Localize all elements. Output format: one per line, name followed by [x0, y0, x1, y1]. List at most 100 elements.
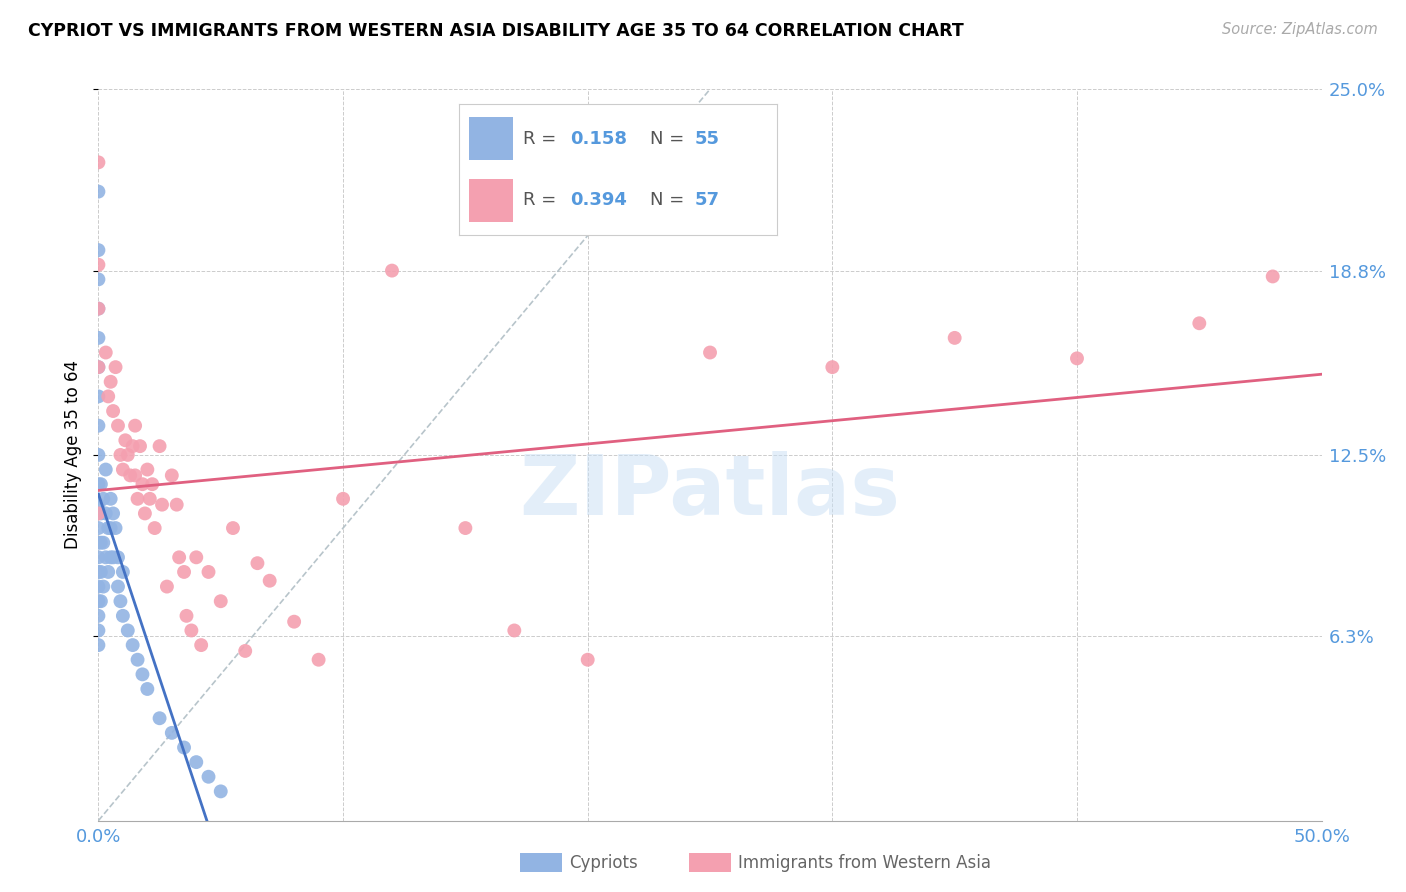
Point — [87, 550, 110, 565]
Point — [167, 550, 190, 565]
Point — [173, 565, 195, 579]
Point — [173, 740, 195, 755]
Point — [87, 301, 110, 316]
Point — [104, 360, 127, 375]
Point — [246, 556, 269, 570]
Point — [100, 491, 122, 506]
Point — [87, 565, 110, 579]
Point — [104, 521, 127, 535]
Point — [131, 667, 153, 681]
Point — [100, 375, 122, 389]
Point — [821, 360, 844, 375]
Point — [121, 638, 143, 652]
Point — [87, 624, 110, 638]
Point — [117, 624, 139, 638]
Point — [209, 784, 232, 798]
Point — [143, 521, 166, 535]
Point — [283, 615, 305, 629]
Point — [90, 594, 112, 608]
Point — [90, 535, 112, 549]
Point — [136, 681, 159, 696]
Point — [156, 580, 179, 594]
Point — [136, 462, 159, 476]
Point — [111, 608, 134, 623]
Point — [87, 272, 110, 286]
Point — [87, 477, 110, 491]
Point — [91, 491, 114, 506]
Point — [87, 243, 110, 257]
Point — [209, 594, 232, 608]
Y-axis label: Disability Age 35 to 64: Disability Age 35 to 64 — [65, 360, 83, 549]
Point — [149, 711, 172, 725]
Point — [87, 389, 110, 403]
Point — [100, 521, 122, 535]
Point — [94, 550, 117, 565]
Point — [107, 580, 129, 594]
Point — [91, 535, 114, 549]
Point — [87, 360, 110, 375]
Point — [134, 507, 156, 521]
Point — [97, 389, 120, 403]
Point — [222, 521, 245, 535]
Point — [120, 468, 142, 483]
Point — [117, 448, 139, 462]
Point — [1188, 316, 1211, 330]
Point — [101, 404, 124, 418]
Point — [101, 507, 124, 521]
Point — [197, 565, 219, 579]
Point — [166, 498, 188, 512]
Point — [87, 498, 110, 512]
Point — [699, 345, 721, 359]
Point — [127, 491, 149, 506]
Text: Cypriots: Cypriots — [569, 854, 638, 871]
Point — [259, 574, 281, 588]
Point — [87, 301, 110, 316]
Point — [332, 491, 354, 506]
Point — [97, 565, 120, 579]
Point — [1261, 269, 1284, 284]
Point — [110, 448, 132, 462]
Point — [94, 345, 117, 359]
Point — [110, 594, 132, 608]
Point — [111, 462, 134, 476]
Point — [186, 550, 208, 565]
Point — [160, 726, 183, 740]
Point — [87, 448, 110, 462]
Point — [87, 535, 110, 549]
Point — [180, 624, 202, 638]
Point — [149, 439, 172, 453]
Point — [107, 550, 129, 565]
Text: CYPRIOT VS IMMIGRANTS FROM WESTERN ASIA DISABILITY AGE 35 TO 64 CORRELATION CHAR: CYPRIOT VS IMMIGRANTS FROM WESTERN ASIA … — [28, 22, 965, 40]
Point — [91, 580, 114, 594]
Point — [87, 360, 110, 375]
Point — [576, 653, 599, 667]
Point — [160, 468, 183, 483]
Point — [943, 331, 966, 345]
Point — [381, 263, 404, 277]
Point — [131, 477, 153, 491]
Point — [94, 462, 117, 476]
Text: ZIPatlas: ZIPatlas — [520, 451, 900, 532]
Point — [87, 594, 110, 608]
Text: Source: ZipAtlas.com: Source: ZipAtlas.com — [1222, 22, 1378, 37]
Point — [87, 507, 110, 521]
Point — [114, 434, 136, 448]
Point — [233, 644, 256, 658]
Point — [87, 331, 110, 345]
Point — [127, 653, 149, 667]
Point — [124, 418, 146, 433]
Point — [87, 258, 110, 272]
Point — [90, 565, 112, 579]
Point — [94, 507, 117, 521]
Point — [1066, 351, 1088, 366]
Point — [190, 638, 212, 652]
Point — [503, 624, 526, 638]
Point — [111, 565, 134, 579]
Point — [87, 521, 110, 535]
Point — [90, 507, 112, 521]
Point — [87, 638, 110, 652]
Point — [97, 521, 120, 535]
Point — [454, 521, 477, 535]
Point — [107, 418, 129, 433]
Point — [121, 439, 143, 453]
